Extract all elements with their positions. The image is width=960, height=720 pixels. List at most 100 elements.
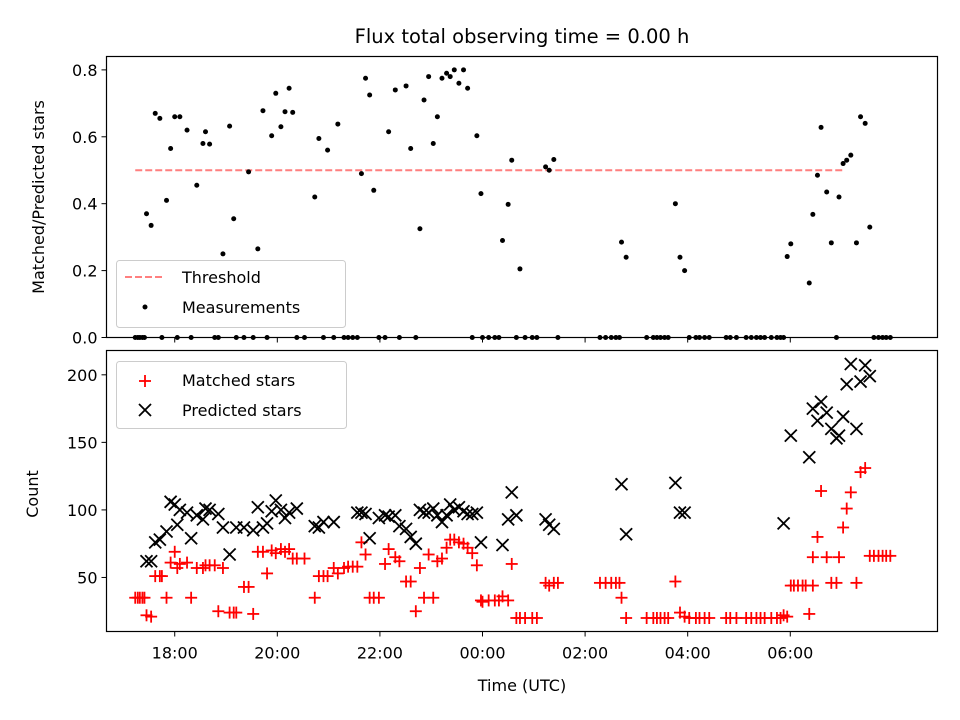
- measurement-point: [836, 194, 842, 200]
- legend-matched-marker: [139, 375, 151, 387]
- bottom-panel-count-plot: 50 100 150 200 18:00 20:00 22:00 00:00 02:00 04:…: [23, 349, 939, 695]
- measurement-point: [451, 67, 457, 73]
- predicted-star-point: [170, 518, 184, 532]
- matched-star-point: [160, 591, 173, 604]
- predicted-star-point: [274, 503, 288, 517]
- measurement-point: [286, 85, 292, 91]
- predicted-star-point: [505, 485, 519, 499]
- matched-star-point: [216, 562, 229, 575]
- measurement-point: [619, 239, 625, 245]
- measurement-point: [430, 140, 436, 146]
- predicted-star-point: [501, 512, 515, 527]
- measurement-point: [220, 251, 226, 257]
- matched-star-point: [422, 548, 435, 561]
- predicted-star-point: [196, 512, 210, 527]
- measurement-point: [282, 109, 288, 115]
- measurement-point: [426, 74, 432, 80]
- top-y-axis-label: Matched/Predicted stars: [29, 100, 48, 294]
- chart-title: Flux total observing time = 0.00 h: [355, 25, 690, 48]
- predicted-star-point: [435, 515, 449, 529]
- measurement-point: [444, 70, 450, 76]
- top-legend: Threshold Measurements: [116, 260, 346, 328]
- measurement-point: [164, 197, 170, 203]
- measurement-point: [290, 109, 296, 115]
- legend-predicted-marker: [138, 403, 152, 417]
- measurement-point: [456, 80, 462, 86]
- measurement-point: [844, 157, 850, 163]
- measurement-point: [172, 114, 178, 120]
- matched-star-point: [440, 541, 453, 554]
- matched-star-point: [620, 611, 633, 624]
- predicted-star-point: [802, 450, 816, 464]
- top-plot-frame: [105, 55, 939, 339]
- measurement-point: [227, 123, 233, 129]
- bottom-y-tick-label: 200: [67, 366, 98, 385]
- matched-star-point: [703, 611, 716, 624]
- bottom-x-tick-label: 18:00: [152, 644, 198, 663]
- measurement-point: [148, 222, 154, 228]
- predicted-star-point: [509, 508, 523, 522]
- top-x-axis-ticks: [174, 337, 791, 343]
- bottom-x-tick-label: 06:00: [767, 644, 813, 663]
- matched-star-point: [173, 557, 186, 570]
- measurement-point: [814, 172, 820, 178]
- measurement-point: [551, 157, 557, 163]
- predicted-star-point: [260, 516, 274, 531]
- legend-measurements-label: Measurements: [182, 298, 300, 317]
- matched-star-point: [774, 611, 787, 624]
- measurement-point: [682, 268, 688, 274]
- matched-star-point: [208, 559, 221, 572]
- measurement-point: [434, 114, 440, 120]
- matched-star-point: [168, 545, 181, 558]
- legend-predicted-label: Predicted stars: [182, 401, 302, 420]
- top-y-tick-label: 0.6: [72, 128, 97, 147]
- measurement-point: [867, 224, 873, 230]
- measurement-point: [862, 120, 868, 126]
- x-axis-label: Time (UTC): [477, 676, 566, 695]
- predicted-star-point: [840, 377, 854, 391]
- predicted-star-point: [378, 508, 392, 522]
- top-y-tick-label: 0.0: [72, 329, 97, 348]
- predicted-star-point: [677, 505, 692, 520]
- measurement-point: [509, 157, 515, 163]
- predicted-star-point: [388, 508, 402, 522]
- measurement-point: [392, 87, 398, 93]
- measurement-point: [335, 121, 341, 127]
- matched-star-point: [850, 576, 863, 589]
- measurement-point: [461, 67, 467, 73]
- legend-measurements-marker: [142, 304, 148, 310]
- measurement-point: [478, 191, 484, 197]
- predicted-star-point: [144, 554, 158, 568]
- measurement-point: [828, 240, 834, 246]
- matched-star-point: [247, 607, 260, 620]
- predicted-star-point: [832, 428, 846, 443]
- predicted-star-point: [198, 501, 213, 516]
- predicted-star-point: [417, 505, 431, 520]
- matched-star-point: [372, 591, 385, 604]
- measurement-point: [231, 216, 237, 222]
- measurement-point: [255, 246, 261, 252]
- predicted-star-point: [820, 406, 834, 420]
- matched-star-point: [308, 591, 321, 604]
- predicted-star-point: [278, 511, 292, 525]
- measurement-point: [810, 211, 816, 217]
- matched-star-point: [613, 576, 626, 589]
- matched-star-point: [781, 610, 794, 623]
- predicted-star-point: [474, 535, 488, 549]
- matched-star-point: [662, 611, 675, 624]
- top-y-tick-label: 0.8: [72, 61, 97, 80]
- matched-star-point: [820, 551, 833, 564]
- matched-star-point: [530, 611, 543, 624]
- legend-matched-label: Matched stars: [182, 371, 295, 390]
- measurement-point: [177, 114, 183, 120]
- predicted-star-point: [246, 523, 260, 537]
- measurement-point: [439, 75, 445, 81]
- predicted-star-point: [404, 530, 418, 544]
- predicted-star-point: [222, 547, 237, 562]
- measurement-point: [447, 74, 453, 80]
- predicted-star-point: [465, 507, 479, 521]
- matched-star-point: [298, 552, 311, 565]
- measurement-point: [144, 211, 150, 217]
- measurement-point: [363, 75, 369, 81]
- predicted-star-point: [784, 428, 798, 443]
